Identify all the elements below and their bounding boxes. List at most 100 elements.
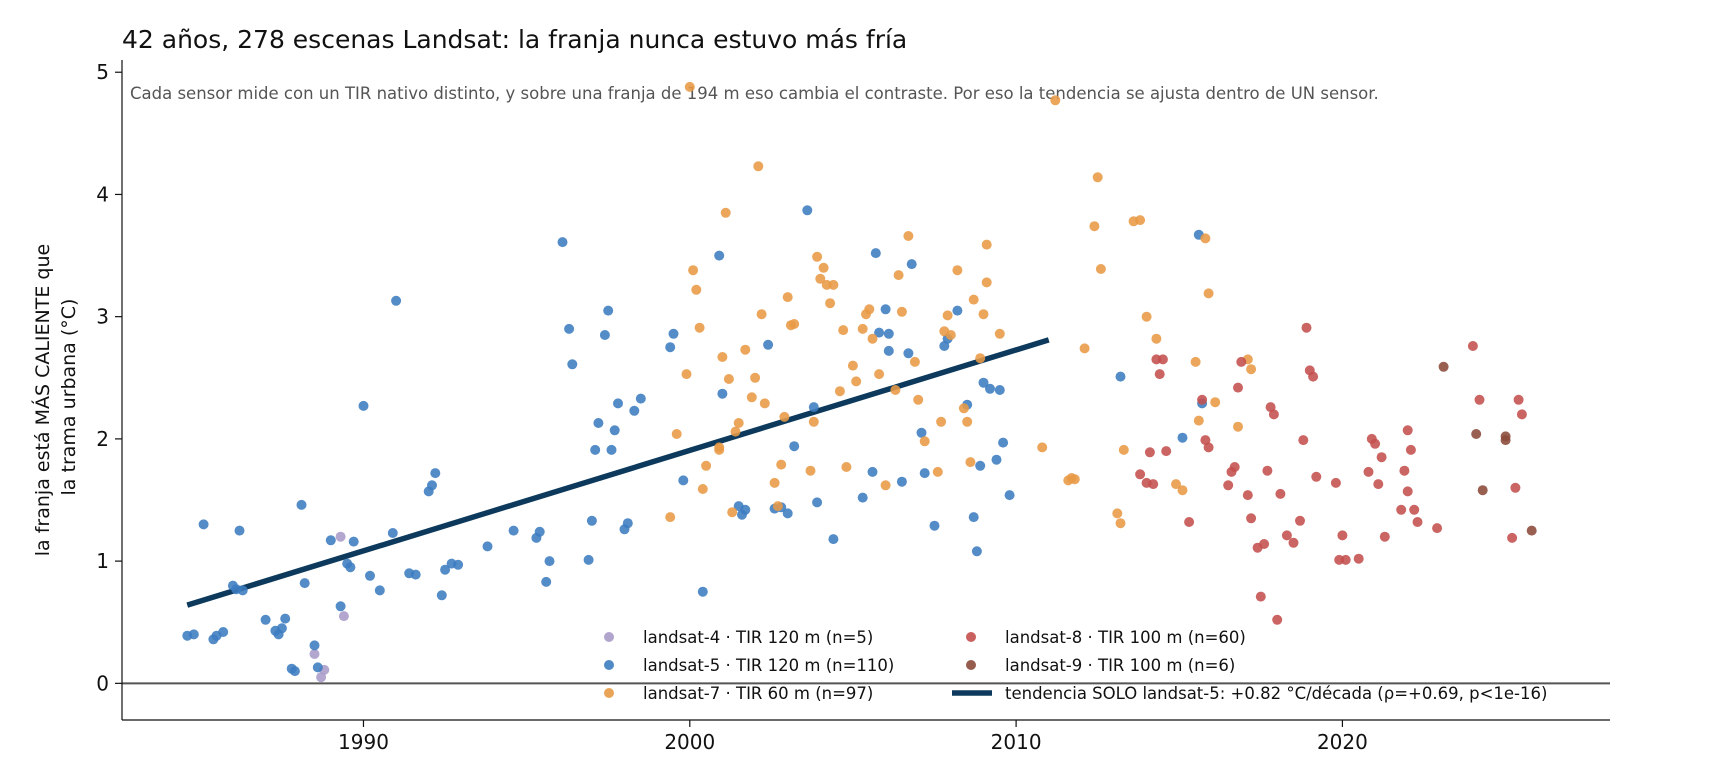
y-axis-label: la franja está MÁS CALIENTE que la trama…: [31, 238, 80, 556]
data-point-series-3: [1337, 530, 1348, 541]
data-point-series-3: [1242, 490, 1253, 501]
data-point-series-3: [1507, 532, 1518, 543]
data-point-series-1: [903, 348, 914, 359]
y-axis-label-line-2: la trama urbana (°C): [58, 299, 80, 496]
scatter-points: [182, 81, 1537, 683]
data-point-series-1: [583, 554, 594, 565]
data-point-series-3: [1275, 488, 1286, 499]
data-point-series-2: [782, 292, 793, 303]
data-point-series-1: [883, 328, 894, 339]
data-point-series-2: [1118, 444, 1129, 455]
data-point-series-1: [812, 497, 823, 508]
data-point-series-2: [1246, 364, 1257, 375]
data-point-series-3: [1409, 504, 1420, 515]
data-point-series-2: [694, 322, 705, 333]
data-point-series-1: [883, 345, 894, 356]
data-point-series-3: [1262, 465, 1273, 476]
data-point-series-2: [723, 374, 734, 384]
data-point-series-2: [1210, 397, 1221, 408]
data-point-series-1: [668, 328, 679, 339]
legend: landsat-4 · TIR 120 m (n=5) landsat-5 · T…: [604, 628, 1547, 703]
data-point-series-2: [841, 462, 852, 472]
data-point-series-2: [975, 353, 986, 364]
data-point-series-3: [1236, 356, 1247, 367]
data-point-series-3: [1363, 466, 1374, 477]
data-point-series-1: [440, 564, 451, 575]
data-point-series-2: [962, 416, 973, 427]
data-point-series-2: [746, 392, 757, 403]
data-point-series-1: [952, 305, 963, 316]
data-point-series-1: [198, 519, 209, 530]
x-tick-label: 1990: [338, 730, 389, 754]
data-point-series-3: [1376, 452, 1387, 463]
data-point-series-3: [1370, 438, 1381, 449]
data-point-series-2: [1079, 343, 1090, 354]
data-point-series-2: [681, 369, 692, 380]
data-point-series-3: [1184, 517, 1195, 527]
data-point-series-1: [919, 468, 930, 479]
data-point-series-1: [260, 614, 271, 625]
data-point-series-1: [975, 460, 986, 471]
data-point-series-2: [688, 265, 699, 276]
data-point-series-2: [750, 372, 761, 383]
data-point-series-1: [906, 259, 917, 270]
data-point-series-1: [998, 437, 1009, 448]
data-point-series-1: [613, 398, 623, 409]
data-point-series-1: [590, 444, 601, 455]
legend-marker: [966, 632, 976, 642]
data-point-series-1: [740, 504, 751, 515]
data-point-series-2: [851, 376, 862, 387]
data-point-series-3: [1405, 444, 1416, 455]
data-point-series-3: [1340, 554, 1351, 565]
data-point-series-1: [991, 454, 1002, 465]
data-point-series-3: [1516, 409, 1527, 420]
data-point-series-1: [430, 468, 441, 479]
data-point-series-1: [299, 578, 310, 589]
data-point-series-3: [1308, 371, 1319, 382]
y-tick-label: 3: [96, 305, 109, 329]
data-point-series-3: [1223, 480, 1234, 491]
data-point-series-2: [909, 356, 920, 367]
data-point-series-2: [896, 306, 907, 317]
data-point-series-1: [789, 441, 800, 452]
data-point-series-1: [436, 590, 447, 601]
data-point-series-1: [1115, 371, 1126, 382]
data-point-series-1: [391, 295, 402, 306]
data-point-series-3: [1288, 537, 1299, 548]
data-point-series-3: [1373, 479, 1384, 490]
data-point-series-2: [665, 512, 676, 523]
data-point-series-2: [753, 161, 764, 172]
data-point-series-2: [1193, 415, 1204, 426]
data-point-series-3: [1467, 341, 1478, 351]
data-point-series-1: [296, 499, 307, 510]
y-axis-label-line-1: la franja está MÁS CALIENTE que: [31, 244, 54, 556]
data-point-series-1: [557, 237, 568, 248]
data-point-series-1: [678, 475, 689, 486]
data-point-series-1: [427, 480, 437, 491]
data-point-series-2: [874, 369, 885, 380]
data-point-series-1: [541, 576, 552, 587]
data-point-series-3: [1161, 446, 1172, 457]
data-point-series-1: [335, 601, 346, 612]
data-point-series-1: [763, 339, 774, 350]
trend-line-layer: [186, 337, 1050, 608]
data-point-series-2: [978, 309, 989, 320]
data-point-series-3: [1513, 394, 1524, 405]
data-point-series-2: [942, 310, 953, 321]
data-point-series-1: [802, 205, 813, 216]
data-point-series-3: [1399, 465, 1410, 476]
data-point-series-2: [958, 403, 969, 414]
y-tick-label: 0: [96, 671, 109, 695]
data-point-series-2: [1092, 172, 1103, 183]
data-point-series-2: [701, 460, 712, 471]
data-point-series-3: [1268, 409, 1279, 420]
data-point-series-2: [867, 333, 878, 344]
data-point-series-2: [968, 294, 979, 305]
x-tick-label: 2010: [991, 730, 1042, 754]
legend-label: landsat-9 · TIR 100 m (n=6): [1005, 656, 1235, 675]
data-point-series-3: [1295, 515, 1305, 526]
data-point-series-2: [756, 309, 767, 320]
data-point-series-2: [697, 484, 708, 494]
legend-marker: [966, 660, 976, 670]
chart-subtitle: Cada sensor mide con un TIR nativo disti…: [130, 84, 1379, 103]
